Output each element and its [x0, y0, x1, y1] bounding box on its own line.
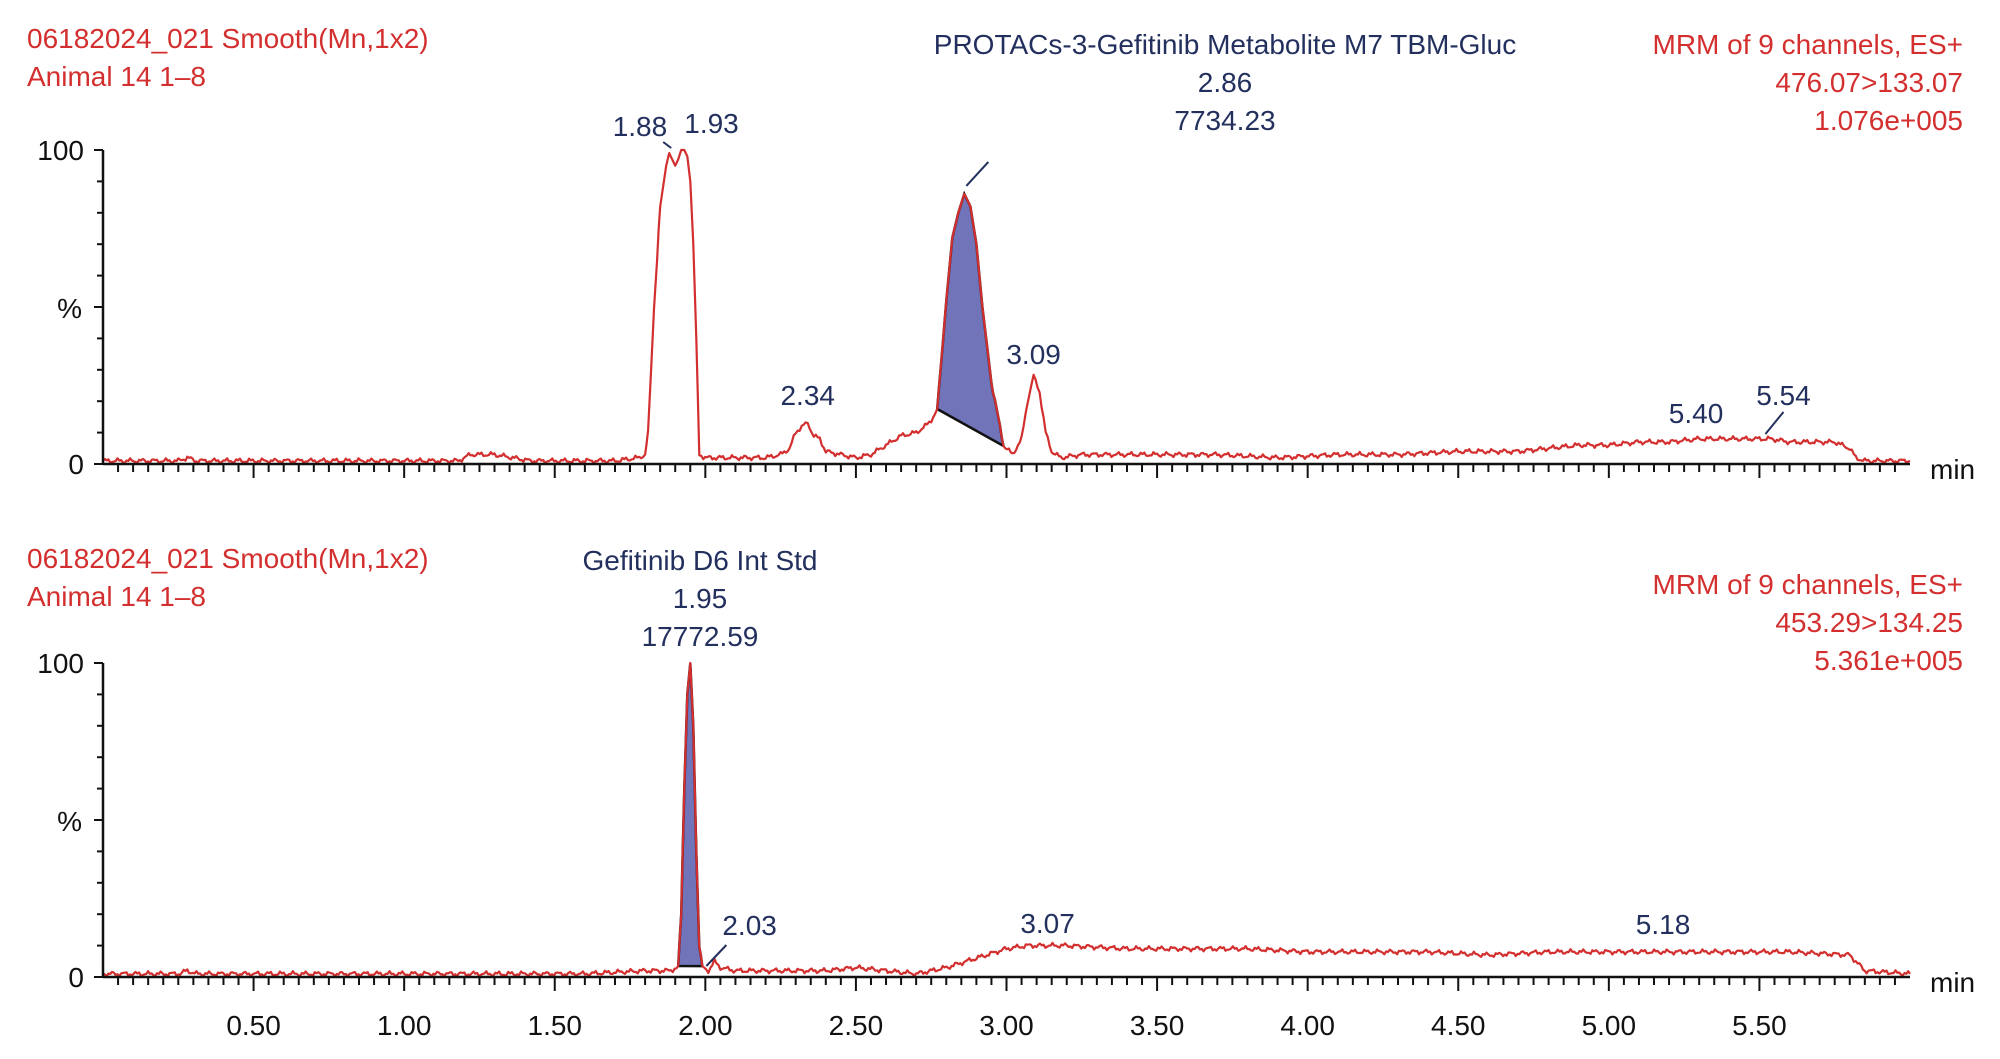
- x-tick-label: 1.00: [377, 1010, 432, 1041]
- peak-label: 3.07: [1020, 908, 1075, 939]
- peak-label: 1.93: [684, 108, 739, 139]
- peak-label: 1.88: [613, 111, 668, 142]
- panel-1-mrm: MRM of 9 channels, ES+: [1653, 29, 1963, 60]
- panel-1-y-label: %: [57, 293, 82, 324]
- panel-1-compound: PROTACs-3-Gefitinib Metabolite M7 TBM-Gl…: [934, 29, 1516, 60]
- panel-1-transition: 476.07>133.07: [1775, 67, 1963, 98]
- panel-2-y-minor-ticks: [97, 693, 103, 947]
- apex-leader-line: [965, 161, 990, 187]
- panel-2-y-label: %: [57, 806, 82, 837]
- panel-1-y-minor-ticks: [97, 180, 103, 434]
- panel-2-intensity: 5.361e+005: [1814, 645, 1963, 676]
- panel-2-peak-labels: 2.03 3.07 5.18: [705, 908, 1691, 967]
- x-tick-label: 1.50: [528, 1010, 583, 1041]
- x-tick-label: 4.50: [1431, 1010, 1486, 1041]
- panel-1-rt: 2.86: [1198, 67, 1253, 98]
- peak-label: 5.18: [1636, 909, 1691, 940]
- panel-2-x-unit: min: [1930, 967, 1975, 998]
- peak-label: 5.40: [1669, 398, 1724, 429]
- panel-1-integrated-area: [935, 190, 1006, 449]
- panel-1-trace: [102, 148, 1911, 465]
- panel-2-animal: Animal 14 1–8: [27, 581, 206, 612]
- panel-2-mrm: MRM of 9 channels, ES+: [1653, 569, 1963, 600]
- panel-1-peak-labels: 1.88 1.93 2.34 3.09 5.40 5.54: [613, 108, 1811, 435]
- panel-2-compound: Gefitinib D6 Int Std: [582, 545, 817, 576]
- x-tick-label: 5.00: [1582, 1010, 1637, 1041]
- peak-label: 2.34: [780, 380, 835, 411]
- x-tick-label: 3.50: [1130, 1010, 1185, 1041]
- panel-1-area: 7734.23: [1174, 105, 1275, 136]
- x-tick-label: 4.00: [1280, 1010, 1335, 1041]
- panel-2-plot: 100 0 % min 2.03 3.07 5.18: [37, 648, 1975, 998]
- panel-2-trace: [102, 661, 1911, 978]
- peak-label-leader: [705, 944, 728, 967]
- peak-label: 5.54: [1756, 380, 1811, 411]
- panel-1-x-minor-ticks: [117, 464, 1896, 478]
- panel-1-ytick-label-0: 0: [68, 449, 84, 480]
- x-tick-labels: 0.50 1.00 1.50 2.00 2.50 3.00 3.50 4.00 4.50 5.00…: [226, 1010, 1786, 1041]
- panel-2-sample: 06182024_021 Smooth(Mn,1x2): [27, 543, 429, 574]
- panel-1-sample: 06182024_021 Smooth(Mn,1x2): [27, 23, 429, 54]
- x-tick-label: 5.50: [1732, 1010, 1787, 1041]
- panel-1-x-unit: min: [1930, 454, 1975, 485]
- x-tick-label: 0.50: [226, 1010, 281, 1041]
- panel-1-animal: Animal 14 1–8: [27, 61, 206, 92]
- peak-label: 2.03: [722, 910, 777, 941]
- panel-2-rt: 1.95: [673, 583, 728, 614]
- panel-1-intensity: 1.076e+005: [1814, 105, 1963, 136]
- panel-1-ytick-label-100: 100: [37, 135, 84, 166]
- panel-2-transition: 453.29>134.25: [1775, 607, 1963, 638]
- panel-2-ytick-label-0: 0: [68, 962, 84, 993]
- panel-1-header: 06182024_021 Smooth(Mn,1x2) Animal 14 1–…: [27, 23, 1963, 136]
- panel-1-plot: 100 0 % min 1.88 1.93 2.34 3.09 5.40 5.54: [37, 108, 1975, 485]
- panel-2-header: 06182024_021 Smooth(Mn,1x2) Animal 14 1–…: [27, 543, 1963, 676]
- x-tick-label: 3.00: [979, 1010, 1034, 1041]
- panel-2-x-minor-ticks: [117, 977, 1896, 991]
- peak-label-leader: [662, 141, 672, 149]
- x-tick-label: 2.50: [829, 1010, 884, 1041]
- x-tick-label: 2.00: [678, 1010, 733, 1041]
- peak-label: 3.09: [1006, 339, 1061, 370]
- integrated-peak-area: [935, 190, 1006, 449]
- panel-2-ytick-label-100: 100: [37, 648, 84, 679]
- panel-2-area: 17772.59: [642, 621, 759, 652]
- peak-label-leader: [1764, 411, 1785, 435]
